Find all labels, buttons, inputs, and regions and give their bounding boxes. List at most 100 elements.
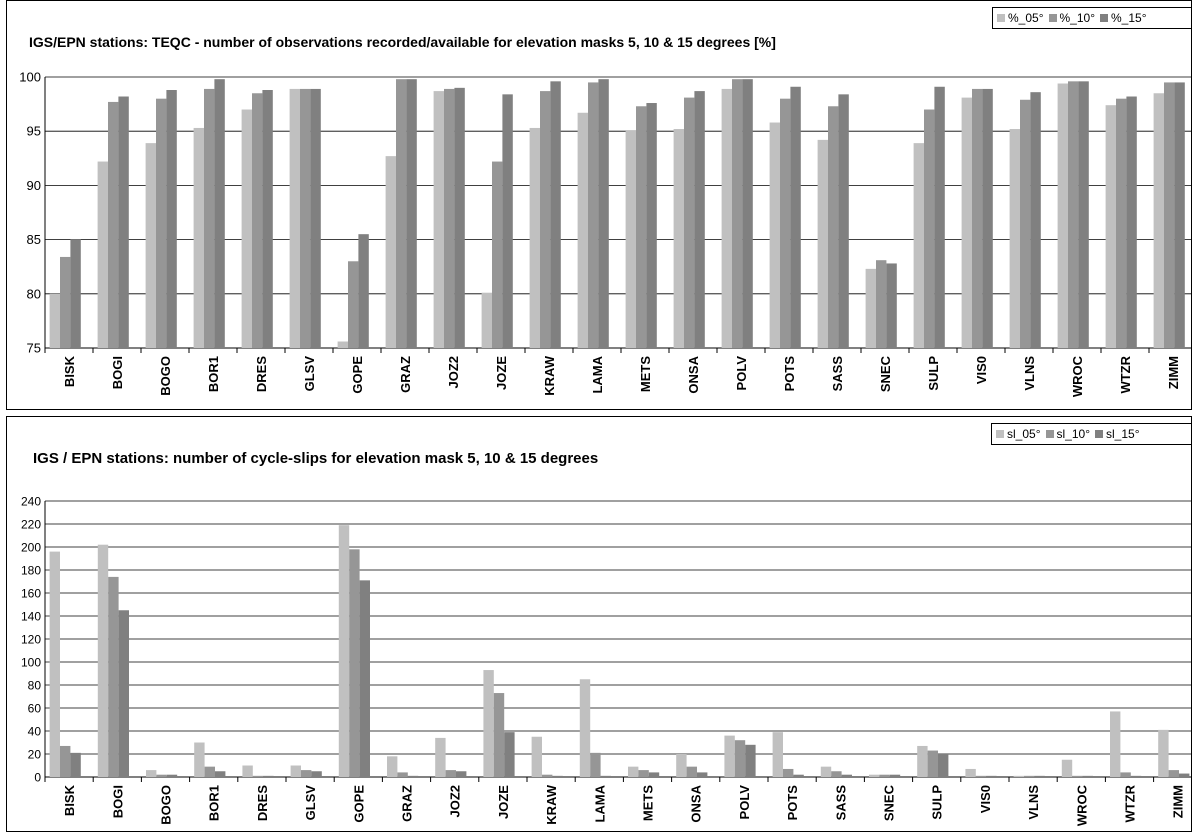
- x-tick-label: WROC: [1074, 784, 1089, 826]
- bar: [348, 261, 359, 348]
- bar: [1013, 775, 1024, 777]
- legend-swatch-10: [1045, 430, 1054, 438]
- x-tick-label: SNEC: [878, 355, 893, 392]
- bar: [359, 580, 370, 777]
- bar: [742, 79, 753, 348]
- bar: [454, 87, 465, 348]
- bar: [772, 732, 783, 777]
- bar: [831, 771, 842, 777]
- bar: [625, 130, 636, 348]
- bar: [1168, 770, 1179, 777]
- bar: [156, 98, 167, 349]
- bar: [542, 774, 553, 777]
- bar: [1068, 81, 1079, 348]
- bar: [540, 91, 551, 348]
- bar: [301, 770, 312, 777]
- bar: [60, 745, 71, 777]
- bar: [646, 103, 657, 349]
- x-tick-label: VIS0: [974, 356, 989, 384]
- bar: [387, 756, 398, 777]
- bar: [49, 293, 60, 348]
- x-tick-label: SASS: [833, 785, 848, 821]
- chart-title: IGS/EPN stations: TEQC - number of obser…: [29, 34, 776, 50]
- bar: [648, 772, 660, 777]
- bar: [193, 127, 204, 348]
- y-tick-label: 120: [21, 633, 41, 647]
- bar: [483, 670, 494, 777]
- x-tick-label: WROC: [1070, 355, 1085, 397]
- bar: [927, 750, 938, 777]
- chart-panel-observations: IGS/EPN stations: TEQC - number of obser…: [6, 0, 1192, 410]
- bar: [1024, 775, 1035, 777]
- bar: [828, 106, 839, 348]
- bar: [300, 88, 311, 348]
- legend-item: %_05°: [997, 11, 1044, 25]
- x-tick-label: GLSV: [302, 356, 317, 392]
- bar: [166, 90, 177, 349]
- bar: [972, 88, 983, 348]
- bar: [783, 768, 794, 777]
- bar: [531, 736, 542, 777]
- bar: [1126, 96, 1137, 349]
- x-tick-label: BOGI: [110, 785, 125, 818]
- x-tick-label: METS: [641, 785, 656, 821]
- bar: [1020, 99, 1031, 348]
- legend: %_05° %_10° %_15°: [992, 7, 1191, 29]
- legend-label: sl_15°: [1106, 427, 1140, 441]
- x-tick-label: BISK: [62, 784, 77, 816]
- bar: [588, 82, 599, 349]
- bar: [876, 260, 887, 348]
- bar: [1174, 82, 1185, 349]
- x-tick-label: VLNS: [1022, 356, 1037, 391]
- bar: [242, 765, 253, 777]
- y-tick-label: 90: [27, 178, 41, 193]
- bar: [406, 79, 417, 348]
- legend-item: sl_15°: [1095, 427, 1140, 441]
- legend-label: sl_05°: [1007, 427, 1041, 441]
- bar: [552, 775, 563, 777]
- bar: [407, 775, 419, 777]
- bar: [938, 754, 949, 777]
- legend-swatch-15: [1100, 14, 1108, 22]
- bar: [886, 263, 897, 348]
- bar: [60, 256, 71, 348]
- x-tick-label: GOPE: [350, 356, 365, 394]
- x-tick-label: BOGO: [159, 785, 174, 825]
- bar: [961, 97, 972, 348]
- bar: [1072, 775, 1083, 777]
- bar: [577, 112, 588, 348]
- legend-swatch-15: [1095, 430, 1103, 438]
- bar: [965, 768, 976, 777]
- y-tick-label: 80: [27, 286, 41, 301]
- bar: [817, 139, 828, 348]
- bar: [721, 88, 732, 348]
- y-tick-label: 85: [27, 232, 41, 247]
- bar: [636, 106, 647, 348]
- bar: [734, 740, 746, 777]
- legend-label: sl_10°: [1056, 427, 1091, 441]
- bar: [1179, 773, 1190, 777]
- bar: [1057, 83, 1068, 348]
- bar: [838, 94, 849, 349]
- x-tick-label: JOZE: [496, 785, 511, 819]
- bar: [502, 94, 513, 349]
- bar: [204, 766, 215, 777]
- bar: [337, 341, 348, 348]
- bar: [338, 525, 350, 777]
- legend-swatch-10: [1048, 14, 1057, 22]
- x-tick-label: SULP: [926, 356, 941, 391]
- bar: [145, 143, 156, 348]
- x-tick-label: GRAZ: [398, 356, 413, 393]
- x-tick-label: ZIMM: [1166, 356, 1181, 389]
- bar: [841, 774, 852, 777]
- legend-item: %_10°: [1048, 11, 1095, 25]
- bar: [889, 774, 901, 777]
- bar: [1105, 105, 1116, 349]
- legend-item: sl_10°: [1045, 427, 1091, 441]
- y-tick-label: 160: [21, 587, 41, 601]
- x-tick-label: POTS: [782, 356, 797, 392]
- y-tick-label: 140: [21, 610, 41, 624]
- bar: [1153, 93, 1164, 348]
- bar: [118, 96, 129, 349]
- legend-item: %_15°: [1100, 11, 1147, 25]
